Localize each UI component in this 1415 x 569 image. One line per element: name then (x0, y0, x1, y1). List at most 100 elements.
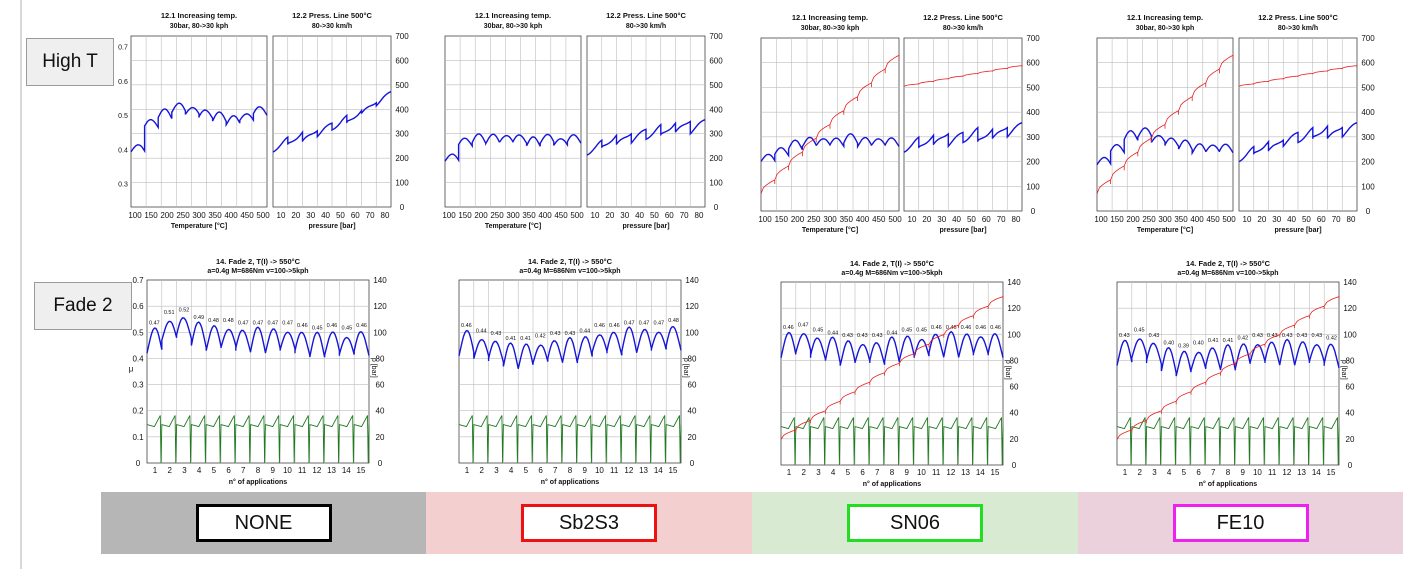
x-tick-label: 20 (922, 215, 931, 224)
x-tick-label: 10 (917, 468, 926, 477)
y-tick-label-right: 200 (1361, 158, 1375, 167)
x-tick-label: 3 (1152, 468, 1157, 477)
x-tick-label: 250 (807, 215, 821, 224)
x-tick-label: 15 (357, 466, 366, 475)
y-tick-label-right: 120 (373, 302, 387, 311)
x-axis-label: Temperature [°C] (171, 222, 227, 230)
x-tick-label: 2 (801, 468, 806, 477)
mu-data-label: 0.47 (238, 320, 249, 326)
x-tick-label: 200 (474, 211, 488, 220)
x-axis-label: pressure [bar] (939, 227, 986, 234)
panel-subtitle: a=0.4g M=686Nm v=100->5kph (519, 268, 620, 275)
mu-data-label: 0.43 (1282, 333, 1293, 339)
y-tick-label-right: 700 (395, 32, 409, 41)
y-tick-label-right: 600 (709, 56, 723, 65)
mu-series-line (903, 122, 1023, 153)
panel-title: 12.2 Press. Line 500°C (606, 11, 686, 20)
y-tick-label-right: 0 (400, 203, 405, 212)
panel-subtitle: 80->30 km/h (1278, 25, 1318, 32)
x-tick-label: 250 (490, 211, 504, 220)
mu-series-line (1116, 338, 1340, 377)
mu-data-label: 0.47 (253, 320, 264, 326)
mu-data-label: 0.43 (565, 331, 576, 337)
x-tick-label: 200 (160, 211, 174, 220)
panel-title: 14. Fade 2, T(I) -> 550°C (1186, 259, 1271, 268)
plot-frame (444, 35, 582, 208)
x-tick-label: 70 (366, 211, 375, 220)
mu-data-label: 0.42 (535, 334, 546, 340)
y-tick-label-right: 400 (709, 105, 723, 114)
legend-cell-sb2s3: Sb2S3 (426, 492, 752, 554)
x-tick-label: 10 (1253, 468, 1262, 477)
x-tick-label: 10 (277, 211, 286, 220)
x-tick-label: 2 (167, 466, 172, 475)
panel-title: 14. Fade 2, T(I) -> 550°C (850, 259, 935, 268)
mu-data-label: 0.46 (461, 323, 472, 329)
mu-series-line (586, 119, 706, 156)
mu-series-line (272, 91, 392, 153)
x-tick-label: 250 (176, 211, 190, 220)
mu-data-label: 0.46 (961, 325, 972, 331)
x-tick-label: 60 (982, 215, 991, 224)
pressure-series-line (780, 417, 1004, 466)
x-tick-label: 3 (816, 468, 821, 477)
x-tick-label: 150 (458, 211, 472, 220)
panel-fade-2: 14. Fade 2, T(I) -> 550°C a=0.4g M=686Nm … (129, 257, 388, 486)
x-tick-label: 450 (1206, 215, 1220, 224)
x-tick-label: 9 (904, 468, 909, 477)
x-tick-label: 1 (465, 466, 470, 475)
x-tick-label: 8 (1226, 468, 1231, 477)
x-tick-label: 250 (1142, 215, 1156, 224)
y-tick-label: 0.6 (118, 79, 128, 86)
x-axis-label: pressure [bar] (622, 223, 669, 230)
x-tick-label: 4 (1167, 468, 1172, 477)
x-tick-label: 80 (1012, 215, 1021, 224)
x-tick-label: 100 (128, 211, 142, 220)
x-tick-label: 450 (240, 211, 254, 220)
y-tick-label-right: 700 (1026, 34, 1040, 43)
y-tick-label-right: 80 (1010, 356, 1019, 365)
panel-subtitle: 30bar, 80->30 kph (170, 23, 229, 30)
legend-label-sn06: SN06 (847, 504, 983, 542)
y-tick-label-right: 20 (1010, 435, 1019, 444)
x-tick-label: 60 (665, 211, 674, 220)
x-tick-label: 70 (1332, 215, 1341, 224)
x-tick-label: 5 (212, 466, 217, 475)
x-tick-label: 100 (758, 215, 772, 224)
y-tick-label-left: 0 (136, 459, 141, 468)
x-tick-label: 10 (1243, 215, 1252, 224)
y-tick-label-left: 0.2 (132, 407, 144, 416)
x-tick-label: 500 (570, 211, 584, 220)
panel-subtitle: a=0.4g M=686Nm v=100->5kph (207, 268, 308, 275)
panel-title: 12.2 Press. Line 500°C (1258, 13, 1338, 22)
x-tick-label: 80 (1347, 215, 1356, 224)
y-tick-label-left: 0.4 (132, 354, 144, 363)
plot-frame (1116, 281, 1340, 466)
x-axis-label: Temperature [°C] (1137, 226, 1193, 234)
x-tick-label: 13 (1297, 468, 1306, 477)
x-tick-label: 350 (1174, 215, 1188, 224)
y-tick-label-right: 200 (1026, 158, 1040, 167)
x-tick-label: 30 (937, 215, 946, 224)
mu-data-label: 0.40 (1163, 341, 1174, 347)
mu-data-label: 0.46 (297, 323, 308, 329)
mu-data-label: 0.43 (842, 333, 853, 339)
mu-data-label: 0.45 (901, 328, 912, 334)
y-tick-label-right: 600 (1026, 59, 1040, 68)
x-tick-label: 350 (208, 211, 222, 220)
panel-subtitle: 80->30 km/h (943, 25, 983, 32)
material-column-sb2s3: 12.1 Increasing temp.30bar, 80->30 kph10… (442, 11, 723, 486)
x-tick-label: 13 (961, 468, 970, 477)
x-tick-label: 350 (840, 215, 854, 224)
temperature-series-line (1096, 54, 1234, 194)
x-tick-label: 10 (591, 211, 600, 220)
y-tick-label-right: 100 (373, 328, 387, 337)
x-tick-label: 14 (654, 466, 663, 475)
mu-data-label: 0.51 (164, 310, 175, 316)
mu-data-label: 0.47 (624, 320, 635, 326)
mu-data-label: 0.45 (341, 326, 352, 332)
y-tick-label-right: 120 (685, 302, 699, 311)
panel-fade-2: 14. Fade 2, T(I) -> 550°C a=0.4g M=686Nm … (1116, 259, 1357, 488)
x-tick-label: 500 (256, 211, 270, 220)
